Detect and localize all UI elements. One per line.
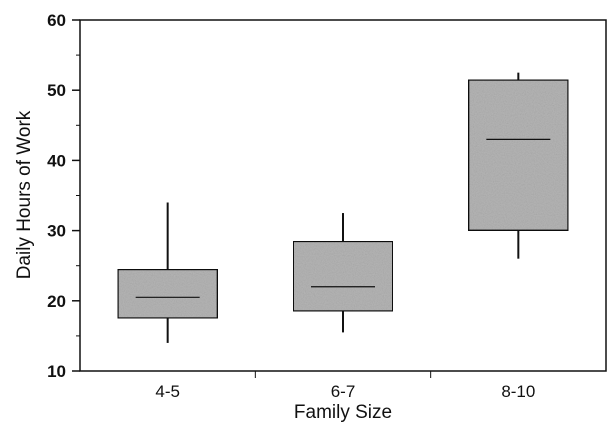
box-6-7: [292, 213, 394, 333]
x-axis-title: Family Size: [294, 402, 392, 423]
y-tick-label-50: 50: [47, 81, 66, 100]
y-tick-label-10: 10: [47, 362, 66, 381]
box-body-6-7: [292, 240, 394, 313]
y-axis-title: Daily Hours of Work: [14, 110, 35, 279]
x-axis: 4-5 6-7 8-10: [155, 371, 535, 401]
x-tick-label-4-5: 4-5: [155, 382, 180, 401]
box-body-8-10: [467, 78, 570, 232]
x-tick-label-8-10: 8-10: [501, 382, 535, 401]
box-8-10: [467, 72, 570, 259]
y-tick-label-40: 40: [47, 151, 66, 170]
x-tick-label-6-7: 6-7: [331, 382, 356, 401]
y-tick-label-30: 30: [47, 222, 66, 241]
y-axis: 10 20 30 40 50 60: [47, 11, 80, 381]
boxes-group: [116, 72, 570, 343]
y-tick-label-20: 20: [47, 292, 66, 311]
box-body-4-5: [116, 268, 219, 320]
box-4-5: [116, 202, 219, 343]
y-tick-label-60: 60: [47, 11, 66, 30]
